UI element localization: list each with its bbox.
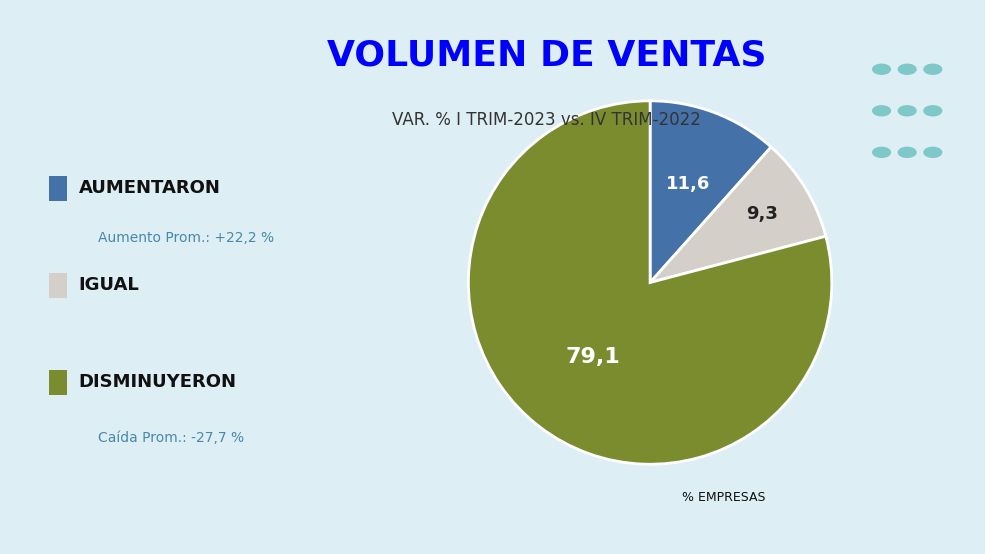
Wedge shape [650, 147, 825, 283]
Wedge shape [469, 101, 831, 464]
Text: VAR. % I TRIM-2023 vs. IV TRIM-2022: VAR. % I TRIM-2023 vs. IV TRIM-2022 [392, 111, 701, 129]
Text: 9,3: 9,3 [746, 205, 777, 223]
Text: % EMPRESAS: % EMPRESAS [683, 491, 765, 504]
Text: Caída Prom.: -27,7 %: Caída Prom.: -27,7 % [98, 430, 244, 445]
Text: IGUAL: IGUAL [79, 276, 140, 294]
Text: 11,6: 11,6 [666, 175, 710, 193]
Text: AUMENTARON: AUMENTARON [79, 179, 221, 197]
Wedge shape [650, 101, 771, 283]
Text: 79,1: 79,1 [565, 347, 620, 367]
Text: DISMINUYERON: DISMINUYERON [79, 373, 236, 391]
Text: VOLUMEN DE VENTAS: VOLUMEN DE VENTAS [327, 39, 766, 73]
Text: Aumento Prom.: +22,2 %: Aumento Prom.: +22,2 % [98, 231, 275, 245]
